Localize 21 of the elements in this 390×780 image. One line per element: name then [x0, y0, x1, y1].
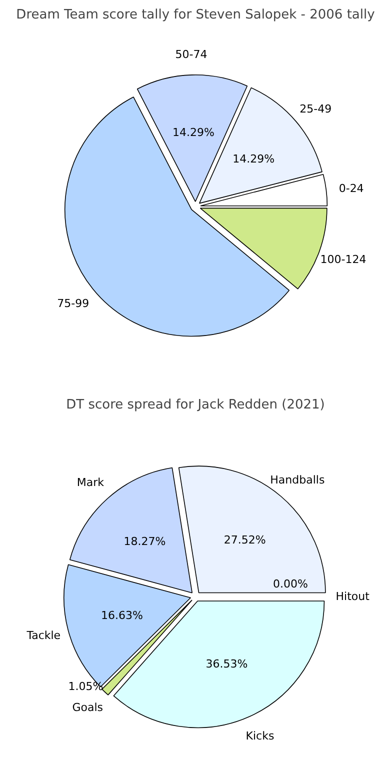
chart-title: Dream Team score tally for Steven Salopek - 2006 tally	[16, 8, 376, 22]
slice-label: 100-124	[320, 252, 366, 266]
slice-label: Goals	[72, 701, 104, 714]
chart-title: DT score spread for Jack Redden (2021)	[66, 398, 325, 412]
data-label: 14.29%	[172, 126, 214, 139]
slice-label: 75-99	[57, 297, 90, 310]
slice-label: Mark	[76, 476, 105, 490]
data-label: 1.05%	[68, 680, 104, 694]
slice-label: Kicks	[246, 730, 274, 743]
slice-label: Handballs	[270, 474, 325, 487]
slice-label: Tackle	[26, 629, 61, 642]
text: 0.00%	[273, 578, 308, 591]
slice-label: 50-74	[175, 48, 208, 61]
slice-label: 0-24	[338, 182, 364, 195]
data-label: 27.52%	[224, 534, 266, 547]
category-label: Hitout	[336, 590, 370, 603]
data-label: 16.63%	[101, 608, 143, 622]
data-label: 14.29%	[232, 152, 275, 166]
slice-label: 25-49	[300, 102, 332, 116]
data-label: 36.53%	[206, 658, 248, 671]
data-label: 18.27%	[124, 534, 166, 548]
